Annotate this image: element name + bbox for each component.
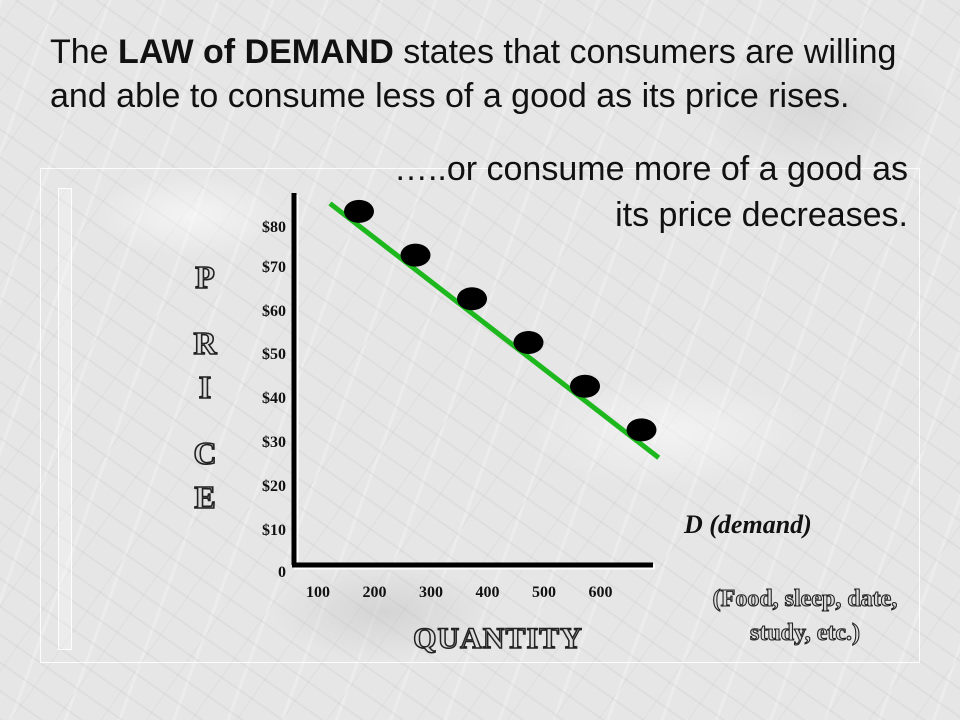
axes	[291, 193, 655, 570]
y-axis-label-letter: R	[193, 325, 217, 361]
demand-point	[400, 243, 431, 267]
y-tick-label: $60	[262, 303, 286, 320]
headline-emphasis: LAW of DEMAND	[118, 33, 394, 71]
y-axis-label-letter: I	[199, 369, 211, 405]
x-axis-label: QUANTITY	[413, 622, 583, 655]
y-tick-label: $40	[262, 390, 286, 407]
headline: The LAW of DEMAND states that consumers …	[50, 30, 930, 118]
y-tick-label: $70	[262, 259, 286, 276]
x-tick-label: 200	[363, 584, 387, 601]
subhead: …..or consume more of a good as its pric…	[393, 150, 908, 234]
annotation-line-1: (Food, sleep, date,	[713, 586, 898, 612]
demand-point	[570, 374, 600, 398]
y-tick-labels: 0 $10 $20 $30 $40 $50 $60 $70 $80	[262, 219, 286, 581]
y-tick-label: $80	[262, 219, 286, 236]
x-tick-label: 400	[476, 584, 500, 601]
x-tick-label: 500	[532, 584, 556, 601]
x-tick-label: 300	[419, 584, 443, 601]
demand-point	[457, 287, 487, 311]
y-tick-label: 0	[278, 564, 286, 581]
y-tick-label: $20	[262, 478, 286, 495]
annotation-line-2: study, etc.)	[750, 620, 860, 646]
y-axis-label-letter: E	[194, 479, 215, 515]
y-axis-label-letter: P	[195, 259, 215, 295]
x-tick-label: 100	[306, 584, 330, 601]
series	[328, 199, 661, 460]
demand-point	[344, 199, 374, 223]
y-tick-label: $50	[262, 346, 286, 363]
demand-point	[626, 418, 657, 442]
y-axis-label-letter: C	[193, 435, 216, 471]
x-tick-labels: 100 200 300 400 500 600	[306, 584, 613, 601]
demand-curve-line	[328, 201, 661, 460]
y-tick-label: $30	[262, 434, 286, 451]
side-bar	[58, 188, 72, 650]
series-label: D (demand)	[683, 510, 812, 539]
content-frame	[40, 168, 920, 663]
y-tick-label: $10	[262, 522, 286, 539]
headline-rest: states that consumers are willing and ab…	[50, 33, 897, 115]
demand-point	[513, 331, 544, 354]
headline-prefix: The	[50, 33, 119, 71]
x-tick-label: 600	[589, 584, 613, 601]
